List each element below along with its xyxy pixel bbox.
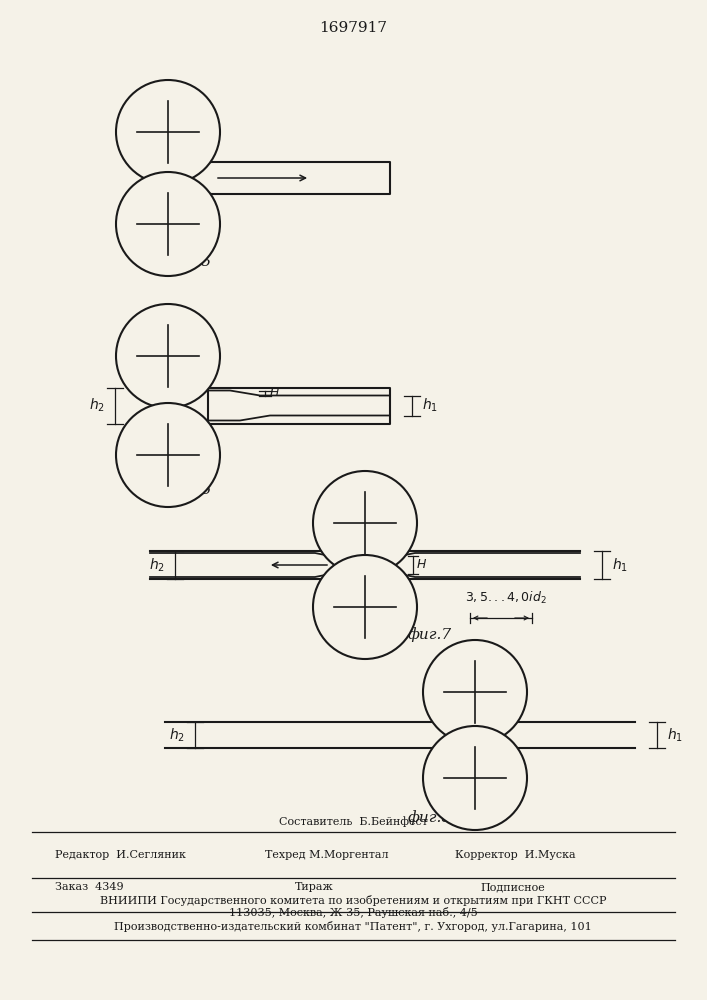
Ellipse shape — [423, 640, 527, 744]
Text: $H$: $H$ — [416, 558, 427, 572]
Text: ВНИИПИ Государственного комитета по изобретениям и открытиям при ГКНТ СССР: ВНИИПИ Государственного комитета по изоб… — [100, 894, 606, 906]
Text: $3,5...4,0id_2$: $3,5...4,0id_2$ — [465, 590, 547, 606]
Text: фиг.6: фиг.6 — [168, 483, 212, 497]
Text: 1697917: 1697917 — [319, 21, 387, 35]
Ellipse shape — [313, 471, 417, 575]
Text: $h_1$: $h_1$ — [422, 397, 438, 414]
Text: фиг.5: фиг.5 — [168, 255, 212, 269]
Text: Тираж: Тираж — [295, 882, 334, 892]
Ellipse shape — [116, 403, 220, 507]
Text: фиг.8: фиг.8 — [408, 811, 452, 825]
Text: Подписное: Подписное — [480, 882, 545, 892]
Ellipse shape — [116, 80, 220, 184]
Polygon shape — [208, 387, 390, 424]
Ellipse shape — [116, 172, 220, 276]
Text: Корректор  И.Муска: Корректор И.Муска — [455, 850, 575, 860]
Text: $h_2$: $h_2$ — [169, 726, 185, 744]
Text: Производственно-издательский комбинат "Патент", г. Ухгород, ул.Гагарина, 101: Производственно-издательский комбинат "П… — [114, 920, 592, 932]
Text: $H$: $H$ — [269, 386, 280, 399]
Polygon shape — [163, 162, 390, 194]
Text: Составитель  Б.Бейнфест: Составитель Б.Бейнфест — [279, 817, 428, 827]
Text: $h_2$: $h_2$ — [149, 556, 165, 574]
Polygon shape — [150, 551, 580, 579]
Text: 113035, Москва, Ж-35, Раушская наб., 4/5: 113035, Москва, Ж-35, Раушская наб., 4/5 — [228, 906, 477, 918]
Ellipse shape — [423, 726, 527, 830]
Text: Заказ  4349: Заказ 4349 — [55, 882, 124, 892]
Text: Редактор  И.Сегляник: Редактор И.Сегляник — [55, 850, 186, 860]
Ellipse shape — [313, 555, 417, 659]
Text: $h_1$: $h_1$ — [667, 726, 683, 744]
Text: фиг.7: фиг.7 — [408, 628, 452, 642]
Text: $h_2$: $h_2$ — [89, 397, 105, 414]
Ellipse shape — [116, 304, 220, 408]
Text: $h_1$: $h_1$ — [612, 556, 628, 574]
Text: Техред М.Моргентал: Техред М.Моргентал — [265, 850, 389, 860]
Polygon shape — [165, 722, 635, 748]
